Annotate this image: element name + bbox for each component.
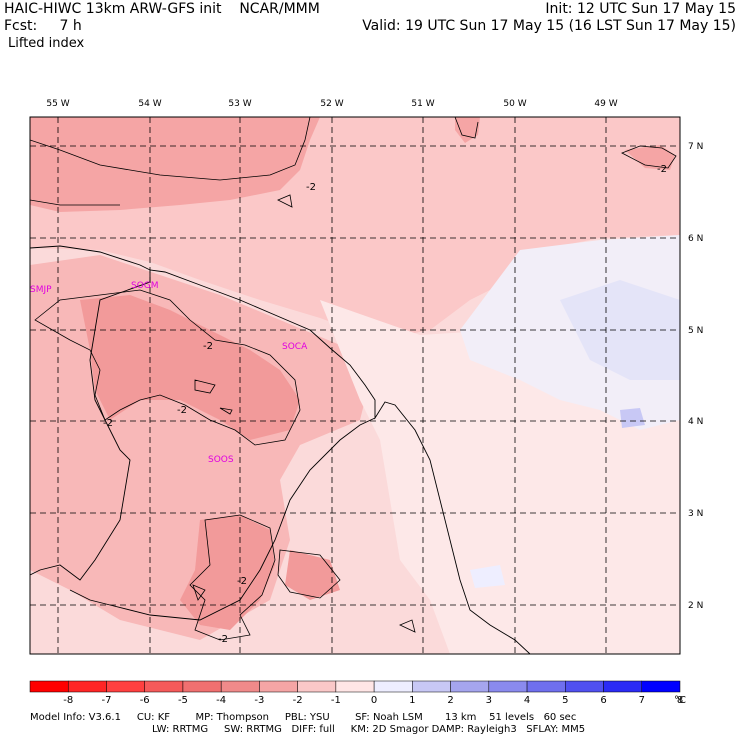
- colorbar-tick-label: 3: [486, 695, 492, 706]
- contour-north-small: [277, 194, 293, 208]
- colorbar-ticks: -8 -7 -6 -5 -4 -3 -2 -1 0 1 2 3 4 5 6 7 8: [63, 695, 683, 706]
- colorbar-tick-label: 1: [409, 695, 415, 706]
- colorbar-tick-label: 8: [677, 695, 683, 706]
- colorbar-swatch: [412, 680, 451, 693]
- contour-label: -2: [177, 405, 187, 416]
- field-north-patch: [455, 117, 480, 143]
- colorbar-swatch: [450, 680, 490, 693]
- contour-labels: -2 -2 -2 -2 -2 -2 -2: [103, 164, 667, 645]
- colorbar-swatch: [335, 680, 375, 693]
- lat-label: 5 N: [688, 326, 703, 336]
- colorbar-unit: °C: [674, 695, 686, 706]
- contour-south-small: [192, 584, 206, 601]
- lon-label: 49 W: [594, 99, 617, 109]
- contour-label: -2: [218, 634, 228, 645]
- colorbar-swatch: [373, 680, 413, 693]
- colorbar-tick-label: -8: [63, 695, 73, 706]
- colorbar-swatch: [526, 680, 566, 693]
- lon-labels: 55 W 54 W 53 W 52 W 51 W 50 W 49 W: [46, 99, 617, 109]
- lon-label: 52 W: [320, 99, 343, 109]
- station-label: SOOS: [208, 455, 234, 465]
- contour-small-1: [194, 379, 216, 394]
- lat-labels: 7 N 6 N 5 N 4 N 3 N 2 N: [688, 142, 703, 611]
- lon-label: 51 W: [411, 99, 434, 109]
- contour-label: -2: [306, 182, 316, 193]
- colorbar-tick-label: -6: [140, 695, 150, 706]
- colorbar-tick-label: 5: [562, 695, 568, 706]
- colorbar-tick-label: 6: [600, 695, 606, 706]
- contour-label: -2: [203, 341, 213, 352]
- colorbar-swatch: [297, 680, 337, 693]
- colorbar-swatch: [106, 680, 145, 693]
- model-info-line-1: Model Info: V3.6.1 CU: KF MP: Thompson P…: [30, 712, 577, 723]
- colorbar-swatch: [182, 680, 222, 693]
- contour-north-patch: [454, 117, 479, 139]
- lon-label: 54 W: [138, 99, 161, 109]
- station-label: SOGM: [131, 281, 159, 291]
- contour-label: -2: [657, 164, 667, 175]
- init-time: Init: 12 UTC Sun 17 May 15: [545, 1, 736, 17]
- lat-label: 3 N: [688, 509, 703, 519]
- contour-south-2: [277, 549, 341, 599]
- field-north-core: [30, 117, 320, 212]
- colorbar-tick-label: 4: [524, 695, 530, 706]
- colorbar-tick-label: 0: [371, 695, 377, 706]
- contour-label: -2: [103, 418, 113, 429]
- valid-time: Valid: 19 UTC Sun 17 May 15 (16 LST Sun …: [362, 18, 736, 34]
- lifted-index-field: [30, 117, 680, 654]
- lat-label: 7 N: [688, 142, 703, 152]
- lon-label: 50 W: [503, 99, 526, 109]
- contour-small-2: [219, 407, 233, 415]
- colorbar-tick-label: 7: [639, 695, 645, 706]
- colorbar: -8 -7 -6 -5 -4 -3 -2 -1 0 1 2 3 4 5 6 7 8 °C: [29, 680, 686, 706]
- contour-north-west: [30, 199, 120, 206]
- field-name: Lifted index: [8, 36, 85, 51]
- contour-south-small-2: [399, 619, 416, 633]
- contour-label: -2: [237, 576, 247, 587]
- colorbar-tick-label: -3: [254, 695, 264, 706]
- field-ne-patch: [625, 145, 675, 170]
- station-label: SMJP: [30, 285, 52, 295]
- lat-label: 4 N: [688, 417, 703, 427]
- stations: SMJP SOGM SOCA SOOS: [30, 281, 308, 465]
- colorbar-swatch: [603, 680, 643, 693]
- contour-west: [34, 289, 301, 446]
- model-info-line-2: LW: RRTMG SW: RRTMG DIFF: full KM: 2D Sm…: [152, 724, 586, 735]
- model-title: HAIC-HIWC 13km ARW-GFS init NCAR/MMM: [4, 1, 320, 17]
- colorbar-tick-label: -1: [331, 695, 341, 706]
- contours: [30, 117, 677, 641]
- forecast-hour: Fcst: 7 h: [4, 18, 82, 34]
- colorbar-tick-label: -4: [216, 695, 226, 706]
- field-core-south: [180, 515, 275, 630]
- contour-north: [30, 117, 311, 181]
- colorbar-swatch: [29, 680, 69, 693]
- contour-south: [189, 514, 276, 641]
- graticule: [30, 117, 680, 654]
- lat-label: 2 N: [688, 601, 703, 611]
- colorbar-swatches: [29, 680, 681, 693]
- lon-label: 53 W: [228, 99, 251, 109]
- colorbar-swatch: [220, 680, 260, 693]
- colorbar-swatch: [641, 680, 681, 693]
- colorbar-swatch: [144, 680, 184, 693]
- colorbar-tick-label: -5: [178, 695, 188, 706]
- station-label: SOCA: [282, 342, 308, 352]
- colorbar-tick-label: -2: [293, 695, 303, 706]
- colorbar-swatch: [67, 680, 107, 693]
- colorbar-swatch: [259, 680, 298, 693]
- coastline: [30, 245, 531, 654]
- colorbar-swatch: [488, 680, 528, 693]
- field-south-spot: [470, 565, 505, 588]
- colorbar-tick-label: -7: [101, 695, 111, 706]
- field-east-spot: [620, 408, 645, 428]
- border-suriname-west: [30, 270, 151, 581]
- lat-label: 6 N: [688, 234, 703, 244]
- field-core-west: [80, 295, 300, 440]
- colorbar-swatch: [565, 680, 604, 693]
- plot-frame: [29, 116, 681, 655]
- lon-label: 55 W: [46, 99, 69, 109]
- colorbar-tick-label: 2: [447, 695, 453, 706]
